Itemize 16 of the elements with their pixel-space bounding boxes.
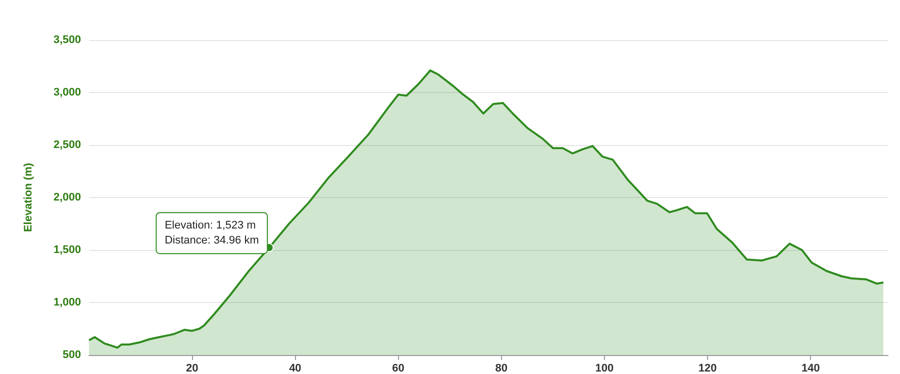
- y-tick-label: 500: [62, 349, 81, 361]
- y-tick-label: 2,500: [53, 139, 81, 151]
- x-tick-label: 120: [698, 362, 717, 374]
- y-tick-label: 3,000: [53, 86, 81, 98]
- y-tick-label: 3,500: [53, 34, 81, 46]
- annotation: Elevation: 1,523 m Distance: 34.96 km: [164, 220, 259, 247]
- y-tick-label: 1,000: [53, 296, 81, 308]
- y-axis-title: Elevation (m): [22, 162, 34, 232]
- x-tick-label: 80: [495, 362, 508, 374]
- x-tick-label: 20: [186, 362, 198, 374]
- y-tick-label: 1,500: [53, 244, 81, 256]
- x-tick-label: 140: [802, 362, 820, 374]
- x-tick-label: 100: [595, 362, 614, 374]
- x-tick-label: 60: [392, 362, 404, 374]
- x-tick-label: 40: [289, 362, 302, 374]
- y-tick-label: 2,000: [53, 192, 81, 204]
